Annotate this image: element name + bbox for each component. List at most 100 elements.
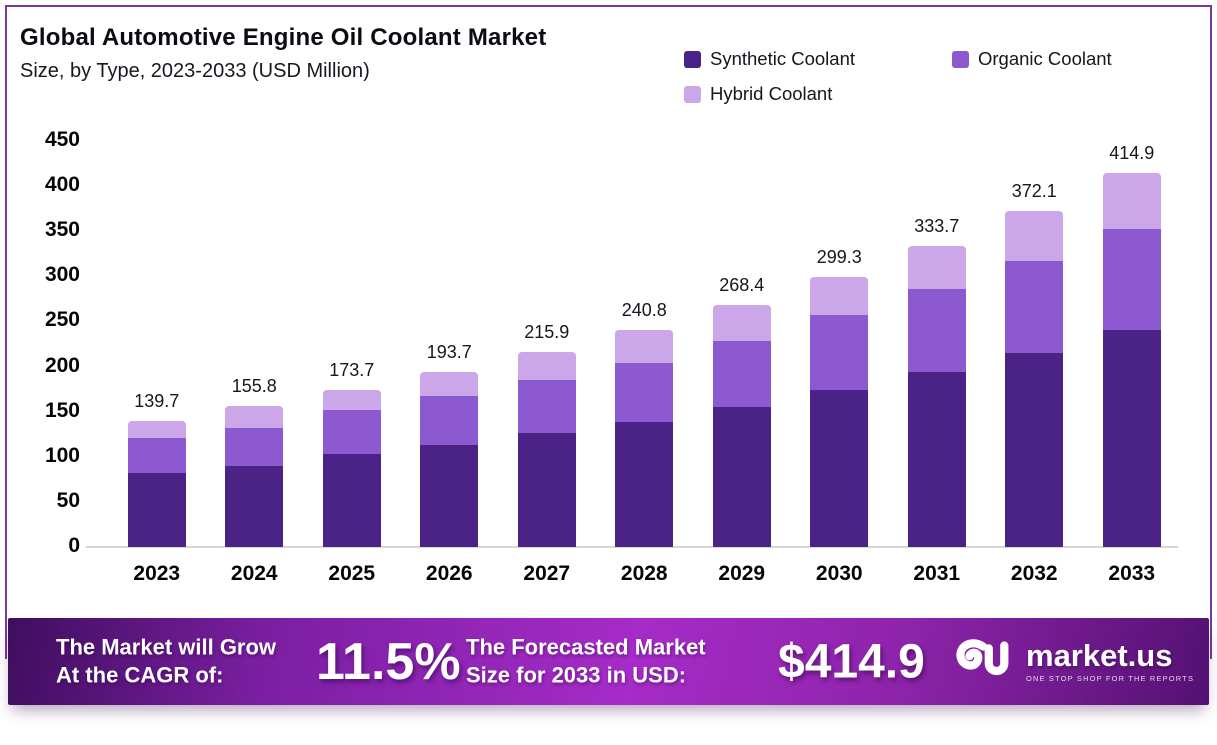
bar-segment-synthetic-coolant [615, 421, 674, 547]
bar-segment-organic-coolant [322, 410, 381, 455]
bar-total-label-2032: 372.1 [1011, 181, 1057, 202]
stacked-bar-2033 [1102, 172, 1161, 547]
bar-segment-hybrid-coolant [907, 245, 966, 289]
bar-segment-organic-coolant [225, 428, 284, 466]
bar-slot-2027: 215.9 [498, 141, 596, 547]
market-us-logo: market.us ONE STOP SHOP FOR THE REPORTS [950, 635, 1194, 689]
x-tick-2032: 2032 [1010, 562, 1058, 585]
x-tick-2028: 2028 [620, 562, 668, 585]
stacked-bar-2023 [127, 420, 186, 547]
bar-total-label-2023: 139.7 [134, 390, 180, 411]
bar-slot-2024: 155.8 [206, 141, 304, 547]
cagr-label-line1: The Market will Grow [56, 633, 277, 659]
bar-segment-organic-coolant [127, 437, 186, 473]
legend-item-organic-coolant: Organic Coolant [952, 48, 1112, 70]
stacked-bar-2027 [517, 352, 576, 547]
market-us-logo-icon [956, 638, 1009, 675]
stacked-bar-2030 [810, 276, 869, 547]
bar-slot-2031: 333.7 [888, 141, 986, 547]
x-tick-2024: 2024 [230, 562, 278, 585]
bar-segment-synthetic-coolant [127, 472, 186, 547]
legend-label: Synthetic Coolant [710, 48, 856, 69]
y-tick-50: 50 [56, 488, 80, 512]
y-tick-400: 400 [44, 173, 80, 197]
chart-subtitle: Size, by Type, 2023-2033 (USD Million) [20, 60, 370, 82]
chart-header: Global Automotive Engine Oil Coolant Mar… [20, 24, 546, 83]
bar-segment-synthetic-coolant [1005, 352, 1064, 547]
forecast-label-line2: Size for 2033 in USD: [466, 662, 687, 688]
plot-area: 139.7 155.8 173.7 193.7 215.9 240.8 268.4 299.3… [108, 141, 1181, 547]
bar-segment-hybrid-coolant [517, 352, 576, 380]
x-tick-2023: 2023 [133, 562, 181, 585]
x-tick-2033: 2033 [1108, 562, 1156, 585]
bar-segment-hybrid-coolant [1005, 211, 1064, 261]
y-tick-350: 350 [44, 218, 80, 242]
bar-segment-hybrid-coolant [615, 329, 674, 363]
bar-segment-organic-coolant [810, 314, 869, 391]
bar-slot-2033: 414.9 [1083, 141, 1181, 547]
bar-segment-organic-coolant [420, 396, 479, 445]
chart-legend: Synthetic Coolant Organic Coolant Hybrid C… [684, 48, 1112, 105]
bar-segment-synthetic-coolant [420, 444, 479, 547]
bar-segment-organic-coolant [615, 362, 674, 422]
bar-segment-synthetic-coolant [517, 433, 576, 547]
bar-slot-2025: 173.7 [303, 141, 401, 547]
forecast-value: $414.9 [778, 635, 925, 688]
legend-label: Organic Coolant [978, 48, 1112, 69]
chart-title: Global Automotive Engine Oil Coolant Mar… [20, 24, 547, 51]
bar-segment-organic-coolant [1102, 228, 1161, 331]
y-tick-300: 300 [44, 263, 80, 287]
stacked-bar-2031 [907, 245, 966, 547]
bar-slot-2029: 268.4 [693, 141, 791, 547]
bar-total-label-2031: 333.7 [914, 215, 960, 236]
legend-item-hybrid-coolant: Hybrid Coolant [684, 83, 952, 105]
x-tick-2025: 2025 [328, 562, 376, 585]
x-tick-2029: 2029 [718, 562, 766, 585]
cagr-label-line2: At the CAGR of: [56, 662, 224, 688]
bar-segment-organic-coolant [517, 379, 576, 434]
bar-segment-hybrid-coolant [127, 420, 186, 438]
market-us-logo-tagline: ONE STOP SHOP FOR THE REPORTS [1026, 674, 1195, 683]
stacked-bar-2032 [1005, 211, 1064, 547]
x-axis-labels: 2023 2024 2025 2026 2027 2028 2029 2030 2031 2032… [108, 562, 1181, 586]
stacked-bar-2026 [420, 372, 479, 547]
bar-segment-organic-coolant [1005, 260, 1064, 353]
stacked-bar-2028 [615, 329, 674, 547]
bar-total-label-2024: 155.8 [231, 376, 277, 397]
bar-total-label-2029: 268.4 [719, 274, 765, 295]
y-tick-150: 150 [44, 398, 80, 422]
legend-item-synthetic-coolant: Synthetic Coolant [684, 48, 952, 70]
bar-segment-synthetic-coolant [225, 465, 284, 547]
cagr-label: The Market will Grow At the CAGR of: [56, 633, 276, 690]
bar-segment-synthetic-coolant [907, 371, 966, 547]
y-tick-100: 100 [44, 443, 80, 467]
bar-slot-2026: 193.7 [401, 141, 499, 547]
bar-segment-hybrid-coolant [420, 372, 479, 397]
bar-total-label-2026: 193.7 [426, 342, 472, 363]
x-axis-baseline [86, 546, 1178, 548]
bar-slot-2023: 139.7 [108, 141, 206, 547]
stacked-bar-2025 [322, 390, 381, 547]
bar-slot-2030: 299.3 [791, 141, 889, 547]
bar-total-label-2027: 215.9 [524, 322, 570, 343]
y-tick-450: 450 [44, 128, 80, 151]
bar-segment-synthetic-coolant [1102, 330, 1161, 547]
bar-segment-hybrid-coolant [225, 406, 284, 429]
market-us-logo-text: market.us [1026, 638, 1173, 673]
legend-swatch-icon [952, 50, 969, 68]
y-tick-200: 200 [44, 353, 80, 377]
cagr-value: 11.5% [316, 632, 461, 691]
bar-segment-organic-coolant [907, 288, 966, 372]
bar-segment-hybrid-coolant [712, 304, 771, 342]
bar-total-label-2030: 299.3 [816, 246, 862, 267]
x-tick-2030: 2030 [815, 562, 863, 585]
x-tick-2027: 2027 [523, 562, 571, 585]
legend-label: Hybrid Coolant [710, 83, 833, 104]
cagr-banner: The Market will Grow At the CAGR of: 11.… [8, 618, 1209, 705]
stacked-bar-2024 [225, 406, 284, 547]
bar-segment-hybrid-coolant [322, 390, 381, 411]
x-tick-2026: 2026 [425, 562, 473, 585]
bar-segment-hybrid-coolant [1102, 172, 1161, 229]
legend-swatch-icon [684, 50, 701, 68]
